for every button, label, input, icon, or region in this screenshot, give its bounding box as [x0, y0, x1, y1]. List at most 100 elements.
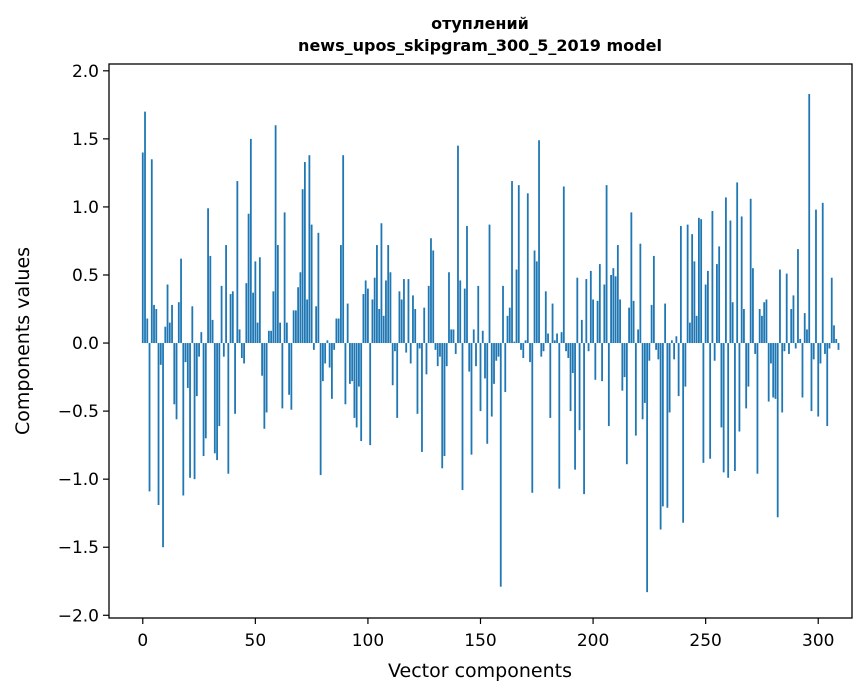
bar-206 [605, 185, 608, 344]
bar-124 [421, 343, 423, 452]
bar-253 [711, 211, 714, 344]
x-tick-label: 300 [802, 631, 834, 651]
bar-58 [272, 291, 275, 344]
bar-46 [245, 283, 248, 344]
bar-260 [727, 343, 730, 478]
bar-293 [801, 343, 804, 398]
bar-91 [346, 303, 349, 344]
bar-249 [702, 343, 705, 463]
bar-136 [448, 272, 450, 344]
y-tick-label: −1.0 [58, 470, 99, 490]
bar-104 [376, 245, 378, 344]
bar-147 [472, 329, 475, 344]
bar-85 [333, 343, 336, 350]
bar-178 [542, 343, 545, 352]
bar-240 [682, 343, 685, 523]
bar-107 [382, 315, 385, 344]
bar-130 [434, 343, 437, 350]
bar-163 [508, 307, 511, 344]
bar-216 [628, 307, 630, 344]
bar-258 [722, 343, 725, 473]
y-tick-label: 2.0 [72, 62, 99, 82]
bar-28 [204, 343, 207, 439]
bar-277 [765, 299, 768, 344]
bar-307 [833, 325, 835, 344]
bar-18 [182, 343, 185, 496]
bars-group [141, 93, 840, 593]
bar-97 [360, 343, 363, 442]
bar-298 [812, 343, 815, 360]
bar-115 [400, 299, 403, 344]
bar-135 [445, 343, 448, 367]
bar-134 [443, 343, 446, 457]
bar-239 [679, 225, 682, 344]
bar-295 [806, 329, 808, 344]
bar-175 [535, 261, 538, 344]
bar-50 [254, 261, 257, 344]
y-axis-ticks: −2.0 −1.5 −1.0 −0.5 0.0 0.5 1.0 1.5 2.0 [58, 62, 109, 626]
bar-232 [664, 303, 667, 344]
bar-201 [594, 343, 597, 380]
x-axis-label: Vector components [388, 660, 572, 682]
bar-172 [529, 343, 531, 363]
bar-94 [353, 343, 356, 418]
bar-301 [819, 343, 822, 364]
bar-251 [707, 270, 709, 344]
bar-256 [718, 246, 721, 344]
bar-27 [202, 343, 205, 457]
bar-108 [385, 280, 387, 344]
bar-60 [276, 245, 279, 344]
y-tick-label: −2.0 [58, 606, 99, 626]
bar-218 [632, 300, 635, 344]
bar-284 [781, 343, 784, 413]
y-tick-label: 1.0 [72, 198, 99, 218]
bar-106 [380, 223, 383, 344]
bar-296 [808, 93, 811, 344]
bar-35 [220, 285, 223, 344]
bar-299 [815, 209, 817, 344]
bar-238 [677, 343, 680, 397]
bar-119 [409, 343, 412, 364]
bar-51 [256, 322, 259, 344]
bar-24 [195, 343, 198, 397]
bar-227 [652, 255, 655, 344]
bar-289 [792, 295, 795, 344]
bar-280 [772, 343, 775, 398]
bar-161 [504, 343, 507, 393]
bar-306 [830, 277, 833, 344]
bar-155 [490, 343, 493, 417]
bar-96 [358, 343, 360, 387]
bar-20 [186, 343, 189, 388]
bar-182 [551, 303, 554, 344]
bar-126 [425, 343, 428, 375]
chart-title-line2: news_upos_skipgram_300_5_2019 model [298, 36, 662, 55]
bar-4 [150, 159, 153, 344]
bar-244 [691, 234, 694, 344]
bar-95 [355, 343, 358, 428]
bar-225 [648, 343, 651, 361]
y-tick-label: −1.5 [58, 538, 99, 558]
bar-199 [589, 270, 592, 344]
bar-120 [412, 295, 414, 344]
bar-29 [207, 208, 209, 344]
bar-274 [758, 309, 761, 344]
bar-247 [698, 217, 700, 344]
bar-200 [592, 299, 594, 344]
bar-55 [265, 343, 268, 413]
bar-231 [661, 343, 664, 507]
bar-110 [389, 272, 392, 344]
bar-92 [349, 343, 351, 384]
bar-1 [144, 111, 146, 344]
bar-121 [414, 309, 417, 344]
bar-189 [567, 343, 570, 359]
bar-101 [369, 343, 372, 446]
x-tick-label: 250 [689, 631, 721, 651]
bar-109 [387, 245, 390, 344]
bar-265 [738, 343, 741, 432]
bar-204 [601, 343, 603, 382]
bar-7 [157, 343, 160, 506]
bar-243 [688, 322, 691, 344]
bar-208 [610, 274, 612, 344]
bar-291 [797, 249, 799, 344]
bar-226 [650, 304, 653, 344]
